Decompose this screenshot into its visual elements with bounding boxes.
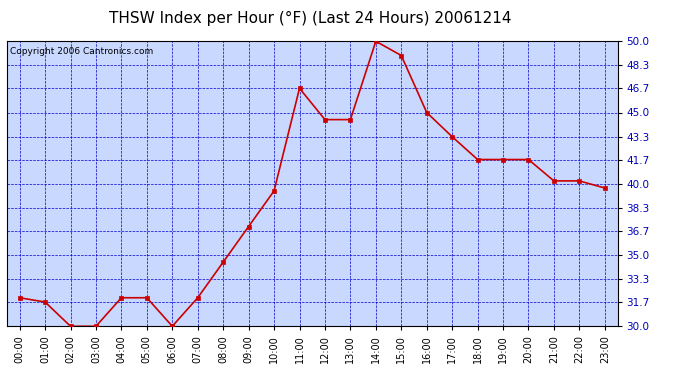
Text: Copyright 2006 Cantronics.com: Copyright 2006 Cantronics.com — [10, 47, 153, 56]
Text: THSW Index per Hour (°F) (Last 24 Hours) 20061214: THSW Index per Hour (°F) (Last 24 Hours)… — [109, 11, 512, 26]
